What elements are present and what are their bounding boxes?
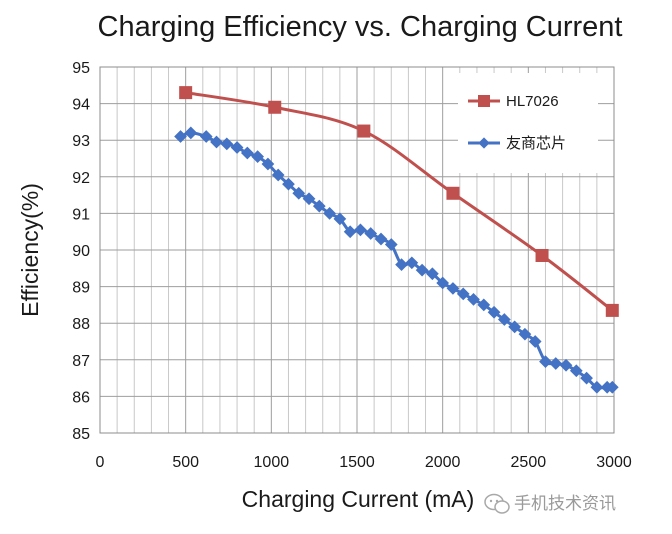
data-point (487, 305, 501, 319)
data-point (559, 358, 573, 372)
data-point (405, 256, 419, 270)
legend-marker-hl7026 (478, 95, 490, 107)
x-tick-label: 500 (172, 454, 199, 471)
data-point (467, 293, 480, 306)
watermark-text: 手机技术资讯 (514, 494, 616, 513)
x-tick-label: 1000 (254, 454, 290, 471)
watermark: 手机技术资讯 (484, 493, 616, 514)
data-point (292, 186, 306, 200)
data-point (605, 303, 619, 317)
data-point (456, 287, 470, 301)
data-point (230, 141, 244, 154)
data-point (374, 232, 388, 246)
data-point (415, 263, 429, 277)
data-point (184, 126, 198, 140)
y-tick-label: 93 (72, 133, 90, 150)
data-point (535, 248, 549, 262)
data-point (357, 124, 371, 138)
legend: HL7026 友商芯片 (458, 73, 598, 173)
y-tick-label: 91 (72, 206, 90, 223)
data-point (446, 282, 460, 295)
data-point (446, 186, 460, 200)
legend-label-hl7026: HL7026 (506, 93, 559, 110)
data-point (323, 207, 336, 220)
data-point (436, 276, 450, 290)
data-point (333, 212, 347, 226)
data-point (384, 238, 398, 251)
x-tick-labels: 0 500 1000 1500 2000 2500 3000 (96, 454, 632, 471)
data-point (240, 146, 254, 160)
y-tick-label: 89 (72, 280, 90, 297)
x-axis-label: Charging Current (mA) (242, 486, 475, 512)
data-point (395, 258, 408, 272)
data-point (302, 192, 316, 206)
data-point (220, 137, 234, 151)
x-tick-label: 1500 (339, 454, 375, 471)
x-tick-label: 2000 (425, 454, 461, 471)
legend-box (458, 73, 598, 173)
data-point (312, 199, 326, 213)
data-point (497, 313, 511, 326)
data-point (268, 100, 282, 114)
data-point (271, 168, 285, 182)
y-tick-label: 85 (72, 426, 90, 443)
y-tick-label: 92 (72, 170, 90, 187)
chart-title: Charging Efficiency vs. Charging Current (98, 11, 623, 43)
data-point (261, 157, 275, 171)
data-point (179, 86, 193, 100)
wechat-icon (484, 493, 510, 514)
legend-marker-competitor (478, 137, 490, 149)
data-point (477, 298, 491, 312)
y-tick-label: 87 (72, 353, 90, 370)
data-point (343, 225, 357, 239)
y-tick-labels: 85 86 87 88 89 90 91 92 93 94 95 (72, 60, 90, 443)
legend-label-competitor: 友商芯片 (506, 135, 566, 152)
plot-area-border (99, 66, 615, 434)
series-hl7026 (179, 86, 619, 317)
x-tick-label: 2500 (511, 454, 547, 471)
y-axis-label: Efficiency(%) (17, 183, 43, 317)
data-point (426, 267, 439, 281)
y-tick-label: 94 (72, 97, 90, 114)
data-point (354, 223, 367, 237)
x-tick-label: 0 (96, 454, 105, 471)
data-point (364, 227, 378, 240)
y-tick-label: 88 (72, 316, 90, 333)
data-point (549, 357, 563, 370)
data-point (282, 177, 295, 191)
data-point (210, 135, 223, 149)
data-point (199, 130, 213, 143)
x-tick-label: 3000 (596, 454, 632, 471)
y-tick-label: 95 (72, 60, 90, 77)
data-point (508, 320, 521, 334)
data-point (539, 355, 552, 368)
y-tick-label: 86 (72, 389, 90, 406)
y-tick-label: 90 (72, 243, 90, 260)
data-point (174, 130, 187, 143)
